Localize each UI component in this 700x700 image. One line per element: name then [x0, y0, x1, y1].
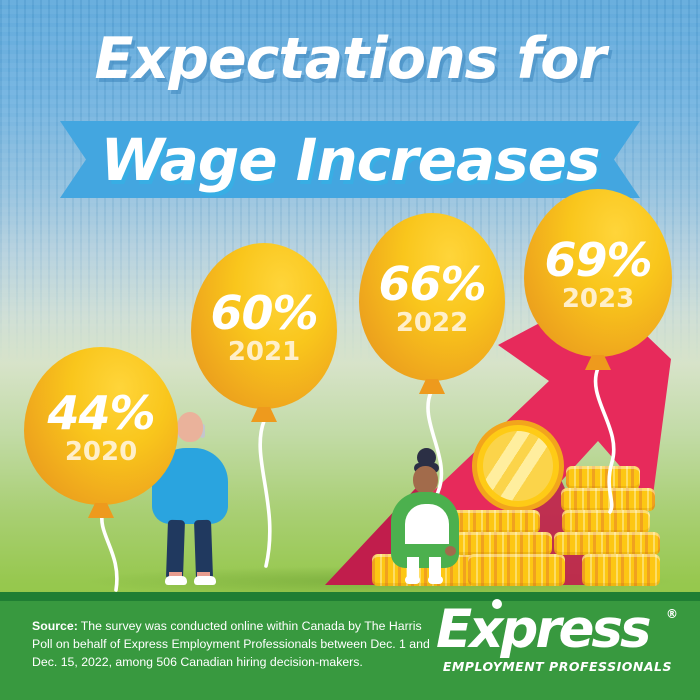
balloon-value: 66% — [378, 256, 486, 311]
page-subtitle: Wage Increases — [100, 125, 600, 194]
source-note: Source: The survey was conducted online w… — [32, 617, 436, 672]
page-title: Expectations for — [94, 26, 606, 92]
balloon-knot — [88, 503, 114, 518]
balloon-knot — [251, 407, 277, 422]
head — [177, 412, 203, 442]
balloon-2022: 66% 2022 — [359, 213, 505, 394]
balloon-string — [593, 366, 616, 514]
balloon-2023: 69% 2023 — [524, 189, 672, 370]
head — [413, 466, 438, 494]
logo-wordmark: Express — [436, 599, 652, 660]
ankle — [169, 572, 182, 578]
balloon-value: 60% — [210, 285, 318, 340]
leg — [165, 519, 186, 579]
coin-stack-row — [566, 466, 640, 489]
express-logo: Express ® EMPLOYMENT PROFESSIONALS — [436, 599, 680, 693]
balloon-year: 2023 — [561, 283, 635, 314]
logo-tagline: EMPLOYMENT PROFESSIONALS — [442, 659, 672, 674]
leg — [193, 519, 214, 579]
ankle — [197, 572, 210, 578]
coin-stack-row — [455, 532, 552, 555]
arm — [397, 544, 455, 557]
shoe — [194, 576, 216, 585]
balloon-2021: 60% 2021 — [191, 243, 337, 422]
balloon-year: 2021 — [227, 336, 301, 367]
coin-stack-row — [447, 510, 540, 533]
hair-bun — [417, 448, 436, 467]
balloon-2020: 44% 2020 — [24, 347, 178, 518]
source-text: The survey was conducted online within C… — [32, 619, 430, 670]
balloon-knot — [419, 379, 445, 394]
footer: Source: The survey was conducted online w… — [0, 599, 700, 700]
registered-mark: ® — [666, 607, 678, 621]
coin-stack-row — [468, 554, 565, 586]
grass-divider — [0, 592, 700, 601]
coin-stack-row — [582, 554, 660, 586]
coin-stack-row — [561, 488, 655, 511]
balloon-knot — [585, 355, 611, 370]
balloon-year: 2020 — [64, 436, 138, 467]
shoe — [428, 576, 443, 584]
source-label: Source: — [32, 619, 78, 633]
logo-person-head-icon — [492, 599, 502, 609]
balloon-year: 2022 — [395, 307, 469, 338]
title-ribbon: Wage Increases — [60, 121, 640, 198]
shoe — [165, 576, 187, 585]
hand — [445, 546, 456, 556]
shoe — [405, 576, 420, 584]
sitting-person — [385, 448, 477, 588]
coin-stack-row — [554, 532, 660, 555]
balloon-value: 69% — [544, 232, 652, 287]
coin-stack-row — [562, 510, 650, 533]
balloon-value: 44% — [47, 385, 155, 440]
balloon-string — [100, 508, 119, 592]
balloon-string — [258, 419, 272, 568]
